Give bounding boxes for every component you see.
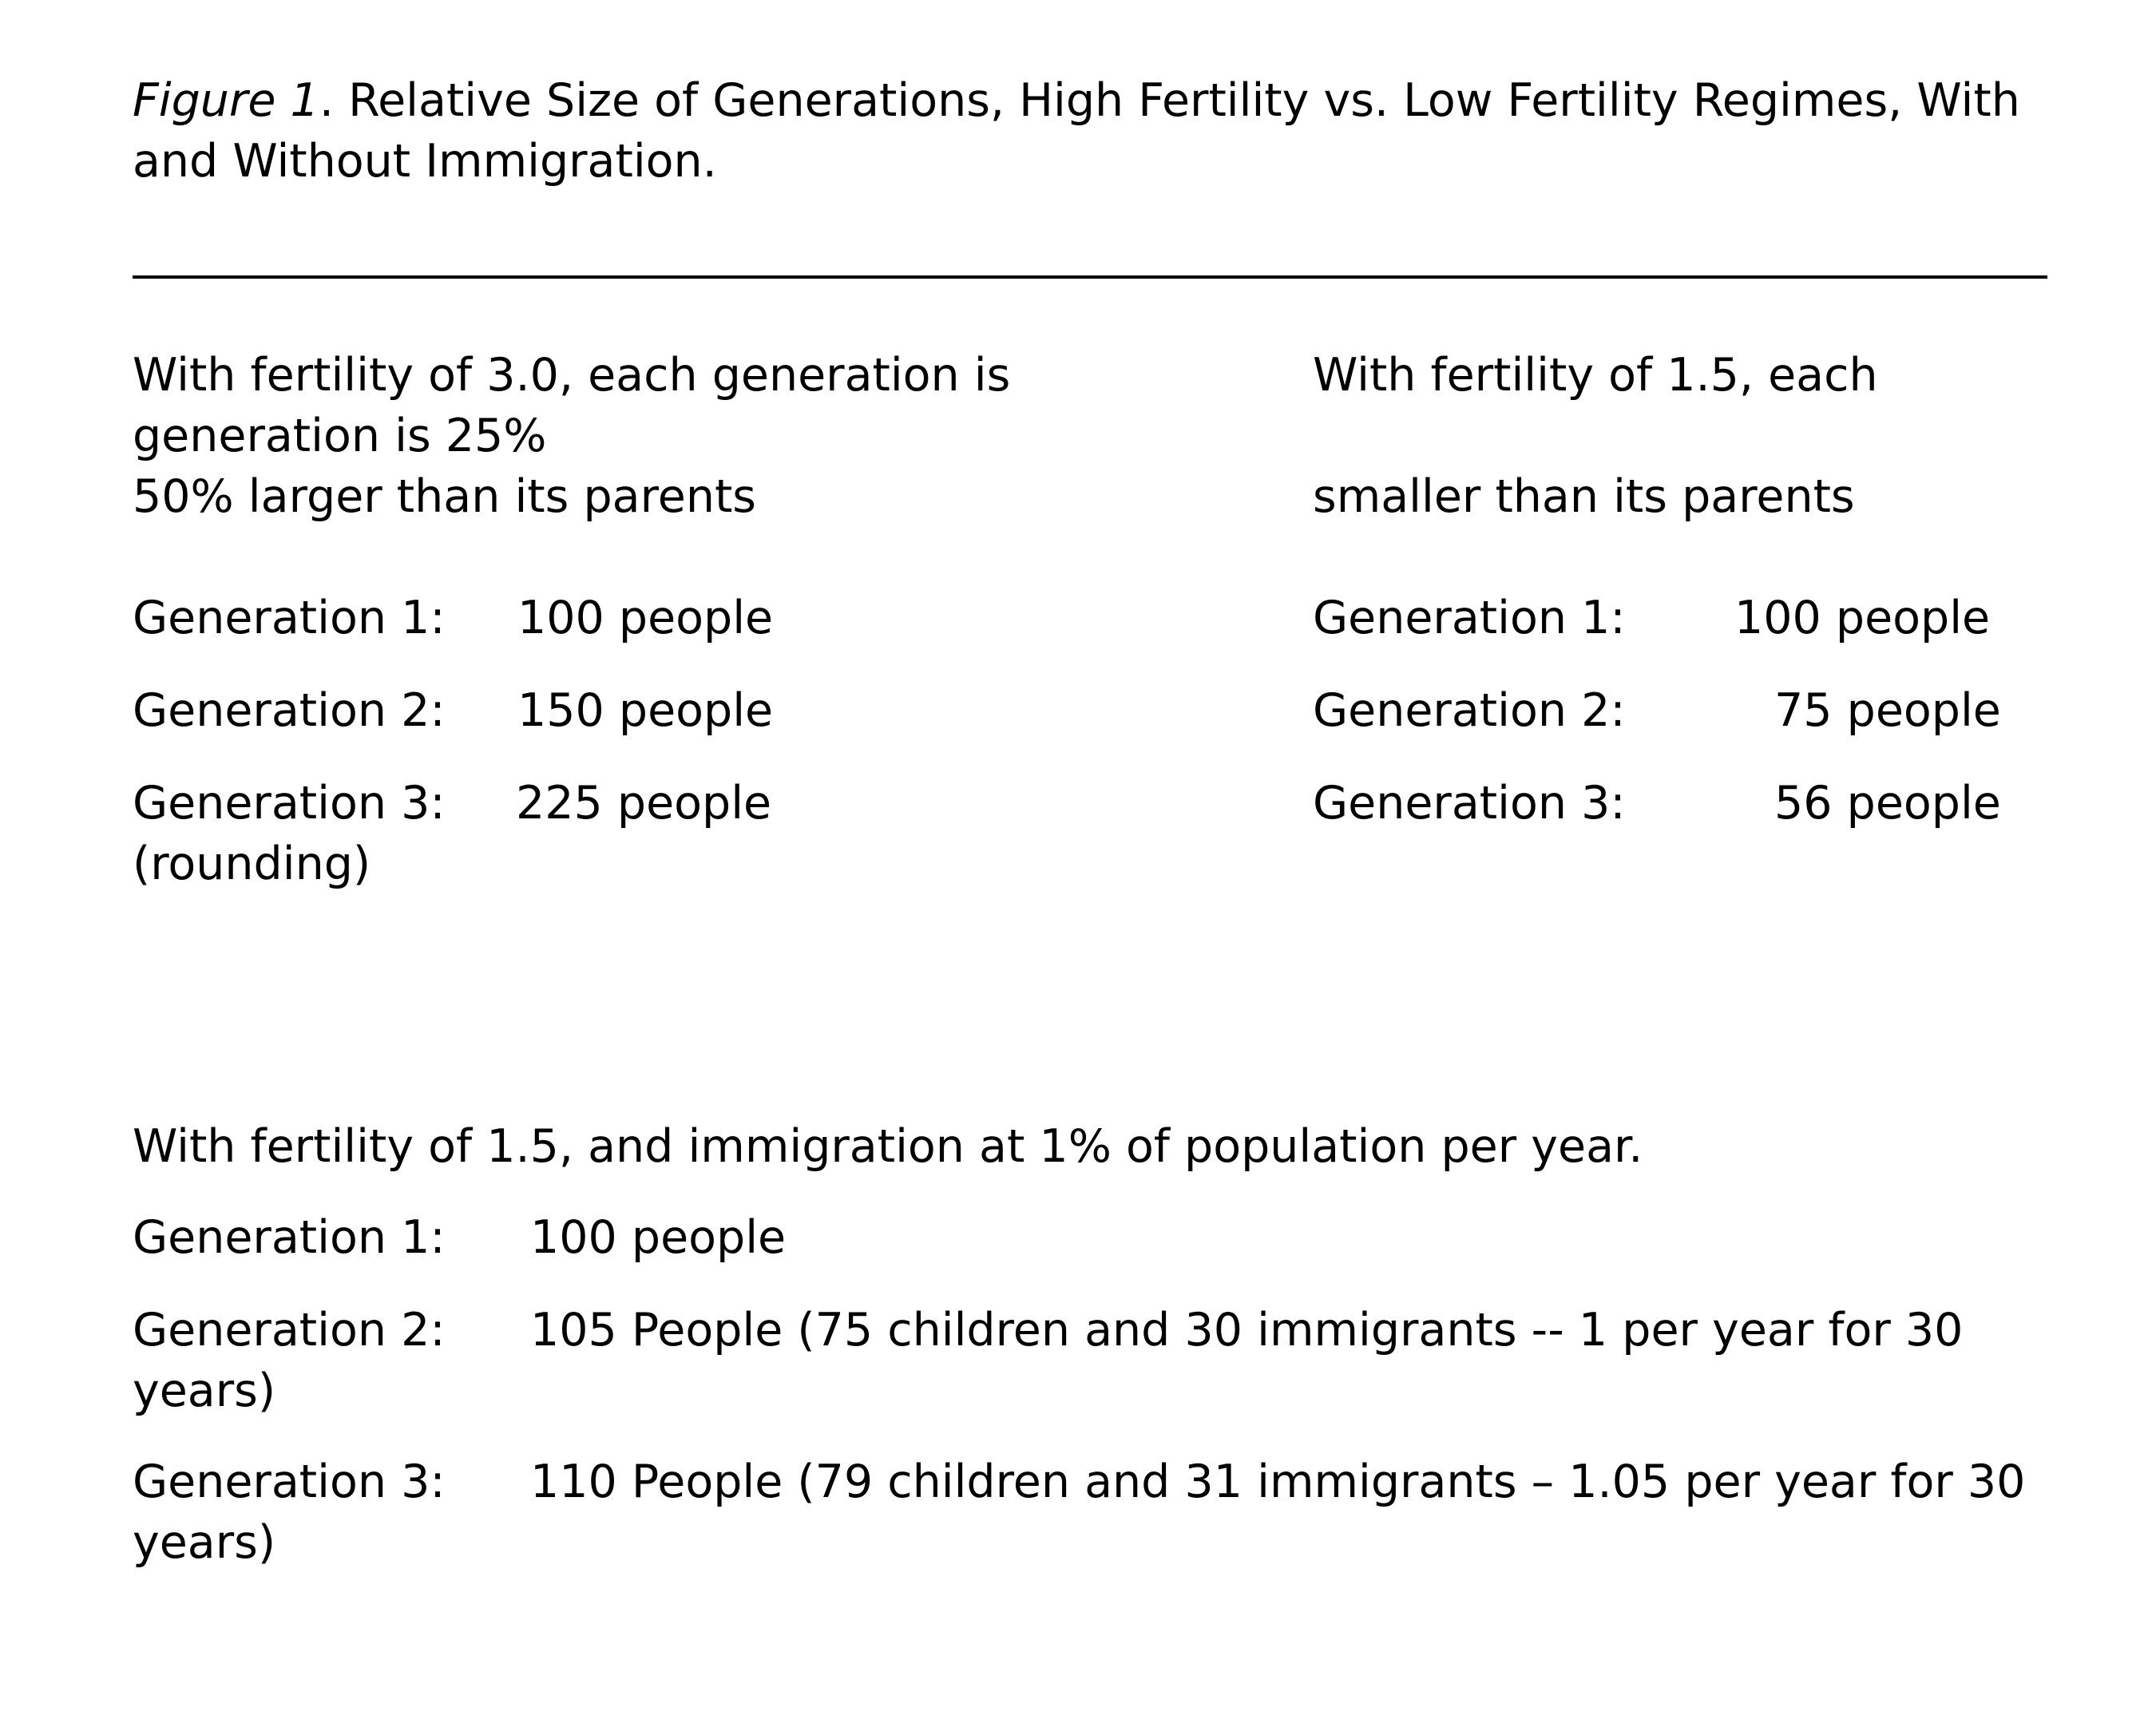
figure-caption-text: . Relative Size of Generations, High Fer…: [319, 74, 2020, 127]
low-gen1-value: 100 people: [1734, 592, 1991, 644]
imm-gen3-value: 110 People (79 children and 31 immigrant…: [530, 1456, 2026, 1508]
imm-gen3-label: Generation 3:: [133, 1456, 446, 1508]
figure-caption-line-1: Figure 1. Relative Size of Generations, …: [133, 70, 2020, 131]
low-gen2-value: 75 people: [1774, 684, 2001, 737]
imm-gen1-label: Generation 1:: [133, 1211, 446, 1264]
imm-gen1-value: 100 people: [530, 1211, 787, 1264]
high-gen2-value: 150 people: [517, 684, 774, 737]
low-fertility-intro-line-1: With fertility of 1.5, each: [1313, 349, 1878, 402]
high-fertility-intro-line-1: With fertility of 3.0, each generation i…: [133, 349, 1011, 402]
low-gen3-label: Generation 3:: [1313, 777, 1626, 830]
figure-caption-line-2: and Without Immigration.: [133, 135, 717, 188]
immigration-intro: With fertility of 1.5, and immigration a…: [133, 1120, 1643, 1173]
low-fertility-intro-line-2: smaller than its parents: [1313, 470, 1855, 523]
low-gen3-value: 56 people: [1774, 777, 2001, 830]
high-gen3-value: 225 people: [516, 777, 772, 830]
imm-gen2-wrap: years): [133, 1365, 276, 1417]
high-fertility-intro-line-2: generation is 25%: [133, 410, 547, 462]
divider: [133, 275, 2047, 279]
high-rounding-note: (rounding): [133, 838, 371, 890]
high-gen3-label: Generation 3:: [133, 777, 446, 830]
imm-gen2-value: 105 People (75 children and 30 immigrant…: [530, 1304, 1964, 1357]
low-gen2-label: Generation 2:: [1313, 684, 1626, 737]
high-gen2-label: Generation 2:: [133, 684, 446, 737]
high-fertility-intro-line-3: 50% larger than its parents: [133, 470, 756, 523]
low-gen1-label: Generation 1:: [1313, 592, 1626, 644]
imm-gen3-wrap: years): [133, 1516, 276, 1569]
high-gen1-value: 100 people: [517, 592, 774, 644]
imm-gen2-label: Generation 2:: [133, 1304, 446, 1357]
figure-label: Figure 1: [133, 74, 319, 127]
high-gen1-label: Generation 1:: [133, 592, 446, 644]
